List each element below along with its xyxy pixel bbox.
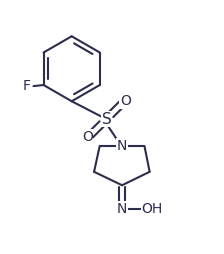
Text: F: F xyxy=(23,79,31,93)
Text: OH: OH xyxy=(142,202,163,216)
Text: S: S xyxy=(101,112,111,127)
Text: N: N xyxy=(117,139,127,153)
Text: O: O xyxy=(82,130,93,144)
Text: O: O xyxy=(120,94,131,108)
Text: N: N xyxy=(117,202,127,216)
